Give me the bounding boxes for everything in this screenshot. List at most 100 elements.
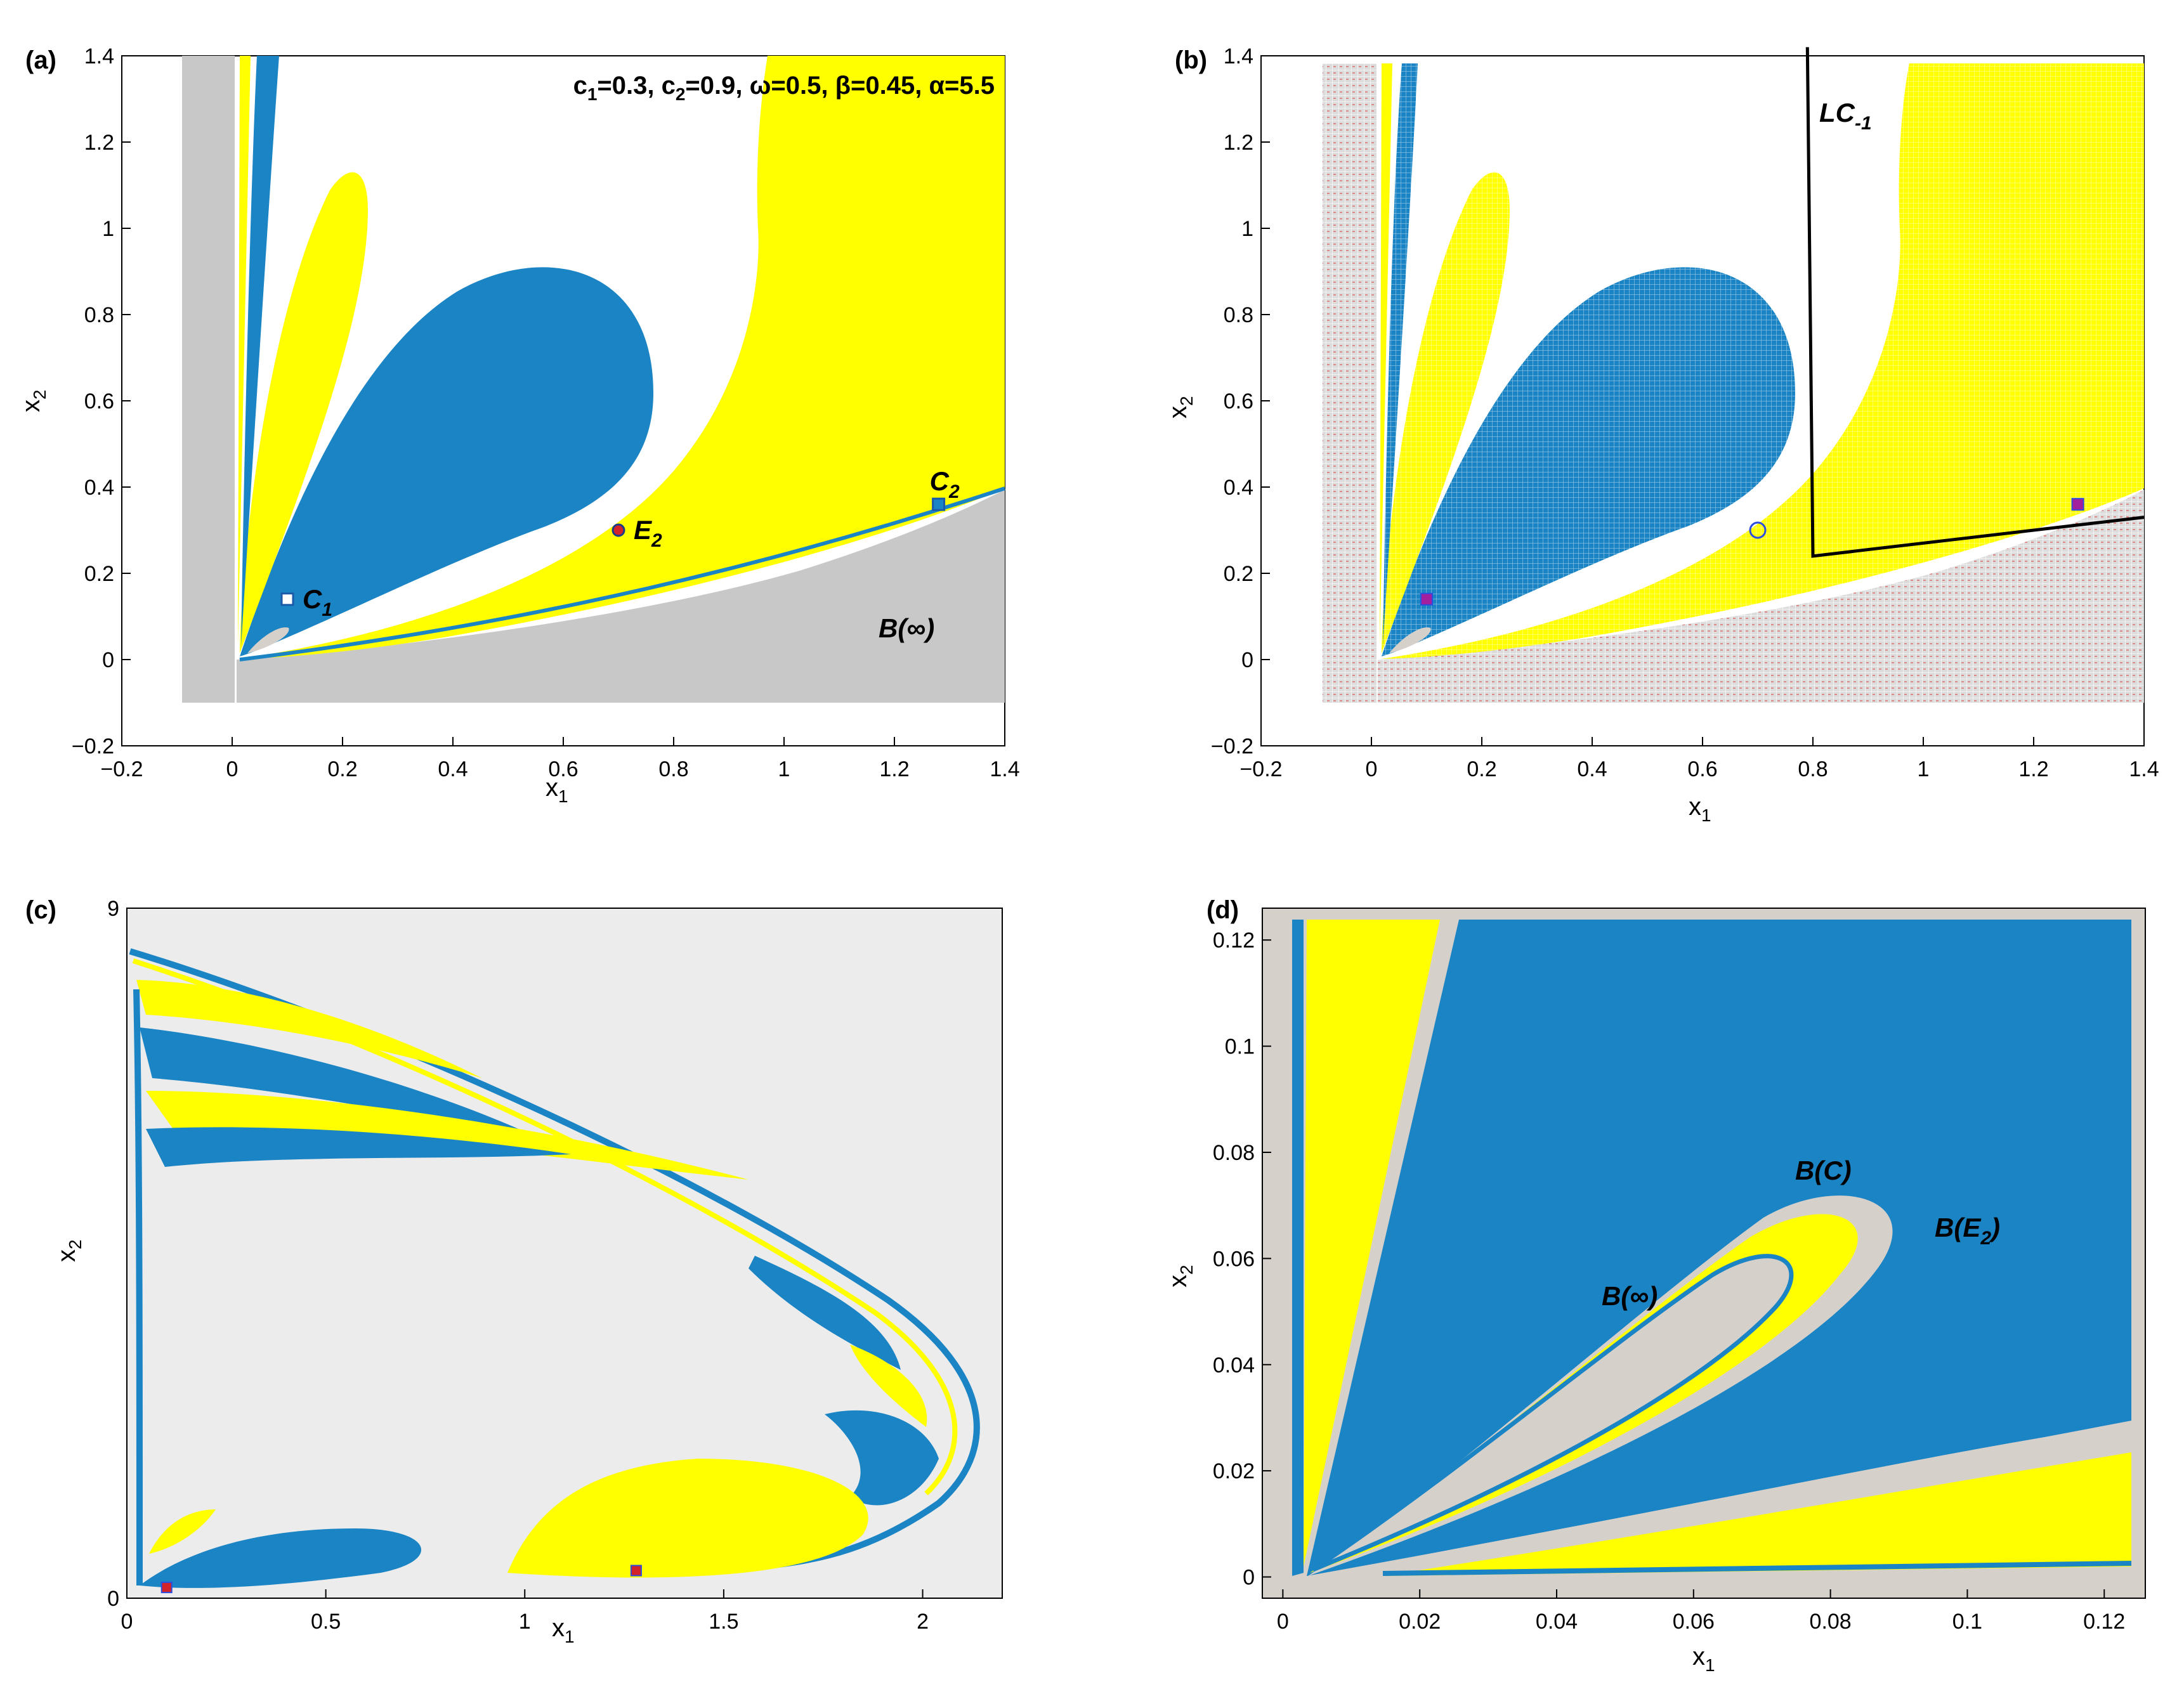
x-tick-label: 0.04 — [1536, 1610, 1578, 1634]
x-tick-label: 0 — [226, 757, 239, 781]
y-tick-label: 1.2 — [84, 131, 114, 155]
y-tick-label: 0.8 — [84, 303, 114, 327]
panel-label: (d) — [1206, 896, 1239, 924]
panel-label: (a) — [25, 46, 56, 74]
region-blue-strip — [1383, 63, 1418, 647]
panel-a: −0.2 0 0.2 0.4 0.6 0.8 1 1.2 1.4 −0.2 0 0.2 0.4 0.6 0… — [17, 44, 1020, 806]
x-axis-ticks: 0 0.02 0.04 0.06 0.08 0.1 0.12 — [1277, 1589, 2125, 1634]
x-tick-label: 0 — [121, 1610, 133, 1634]
fixed-points: E2 C1 C2 — [280, 466, 960, 620]
region-label-binf: B(∞) — [879, 613, 934, 643]
x-tick-label: 0.6 — [548, 757, 578, 781]
x-tick-label: 0.8 — [1798, 757, 1828, 781]
region-yellow-petal — [1382, 172, 1510, 654]
x-tick-label: 1.4 — [990, 757, 1019, 781]
band-yellow-lower — [1383, 1452, 2131, 1576]
band-blue-1 — [140, 1027, 533, 1135]
y-tick-label: 0.12 — [1213, 928, 1255, 953]
y-tick-label: 0.04 — [1213, 1353, 1255, 1377]
y-axis-ticks: 0 0.02 0.04 0.06 0.08 0.1 0.12 — [1213, 928, 1271, 1590]
y-tick-label: 0.02 — [1213, 1459, 1255, 1483]
point-marker — [630, 1565, 642, 1577]
y-axis-label: x2 — [17, 389, 49, 412]
x-axis-label: x1 — [552, 1614, 575, 1646]
panel-label: (b) — [1175, 46, 1207, 74]
y-tick-label: 0 — [1241, 648, 1253, 672]
y-axis-label: x2 — [1164, 1265, 1196, 1287]
strip-blue-left — [1292, 920, 1304, 1576]
x-axis-label: x1 — [1692, 1643, 1715, 1675]
y-tick-label: 0 — [1243, 1566, 1255, 1590]
x-tick-label: 1.2 — [2018, 757, 2048, 781]
boundary-blue-rim — [240, 488, 1005, 660]
x-axis-label: x1 — [546, 774, 568, 806]
band-blue-2 — [146, 1127, 571, 1167]
y-tick-label: 0.06 — [1213, 1247, 1255, 1271]
y-tick-label: −0.2 — [72, 734, 114, 759]
region-small-blob — [1389, 627, 1431, 653]
y-tick-label: 0.2 — [1224, 562, 1253, 586]
band-gray-lower — [1313, 1421, 2131, 1576]
x-axis-ticks: −0.2 0 0.2 0.4 0.6 0.8 1 1.2 1.4 — [1239, 737, 2159, 781]
x-tick-label: 0.06 — [1673, 1610, 1715, 1634]
x-tick-label: 2 — [917, 1610, 929, 1634]
band-yellow-1 — [136, 980, 482, 1078]
x-tick-label: 1.5 — [709, 1610, 738, 1634]
y-axis-label: x2 — [1164, 396, 1196, 419]
line-blue-bottom — [1382, 1561, 2132, 1576]
x-tick-label: 0 — [1366, 757, 1378, 781]
y-axis-ticks: −0.2 0 0.2 0.4 0.6 0.8 1 1.2 1.4 — [1211, 44, 1270, 759]
wedge-blue-large — [1307, 920, 2131, 1576]
y-tick-label: 0 — [107, 1587, 119, 1611]
y-tick-label: 0 — [102, 648, 114, 672]
y-tick-label: 0.6 — [1224, 389, 1253, 413]
y-tick-label: 1.4 — [84, 44, 114, 68]
x-tick-label: 0.5 — [311, 1610, 341, 1634]
region-yellow-large — [240, 56, 1005, 659]
y-tick-label: 0.8 — [1224, 303, 1253, 327]
x-tick-label: 0.2 — [327, 757, 357, 781]
x-tick-label: 0.4 — [438, 757, 468, 781]
region-gray-left — [1323, 63, 1376, 703]
x-tick-label: 1.2 — [879, 757, 909, 781]
y-tick-label: 0.2 — [84, 562, 114, 586]
region-yellow-large — [1382, 63, 2144, 659]
x-tick-label: 0 — [1277, 1610, 1289, 1634]
point-label: E2 — [634, 515, 662, 551]
band-yellow-2 — [146, 1091, 749, 1180]
region-label-bc: B(C) — [1795, 1156, 1852, 1185]
y-tick-label: 0.08 — [1213, 1141, 1255, 1165]
point-e2-marker — [611, 523, 625, 537]
x-tick-label: 0.2 — [1467, 757, 1496, 781]
point-e2-marker — [1749, 521, 1767, 539]
x-tick-label: 0.08 — [1810, 1610, 1852, 1634]
wedge-yellow-left — [1304, 920, 1440, 1566]
region-blue-petal — [240, 267, 653, 656]
x-tick-label: 0.8 — [658, 757, 688, 781]
point-marker — [2071, 498, 2084, 511]
small-yellow-bottom — [149, 1509, 216, 1554]
fixed-points — [1420, 498, 2084, 606]
ellipse-basin-infinity — [1312, 1254, 1794, 1572]
y-axis-ticks: −0.2 0 0.2 0.4 0.6 0.8 1 1.2 1.4 — [72, 44, 131, 759]
y-axis-label: x2 — [53, 1239, 85, 1262]
region-blue-bottom — [140, 1528, 422, 1588]
x-tick-label: 1.4 — [2129, 757, 2159, 781]
x-tick-label: −0.2 — [1239, 757, 1282, 781]
y-tick-label: 1 — [1241, 217, 1253, 241]
panel-label: (c) — [25, 896, 56, 924]
y-tick-label: 1.4 — [1224, 44, 1253, 68]
y-tick-label: −0.2 — [1211, 734, 1253, 759]
x-tick-label: 0.4 — [1577, 757, 1607, 781]
hook-blue — [825, 1410, 939, 1506]
x-axis-ticks: −0.2 0 0.2 0.4 0.6 0.8 1 1.2 1.4 — [100, 737, 1020, 781]
region-yellow-strip — [1380, 63, 1392, 647]
point-label: C1 — [303, 584, 332, 620]
region-small-blob — [247, 627, 289, 653]
blob-blue-right — [749, 1256, 901, 1370]
x-tick-label: 0.1 — [1952, 1610, 1982, 1634]
region-label-binf: B(∞) — [1602, 1281, 1658, 1311]
x-tick-label: 1 — [1918, 757, 1930, 781]
y-axis-ticks: 09 — [107, 897, 136, 1611]
